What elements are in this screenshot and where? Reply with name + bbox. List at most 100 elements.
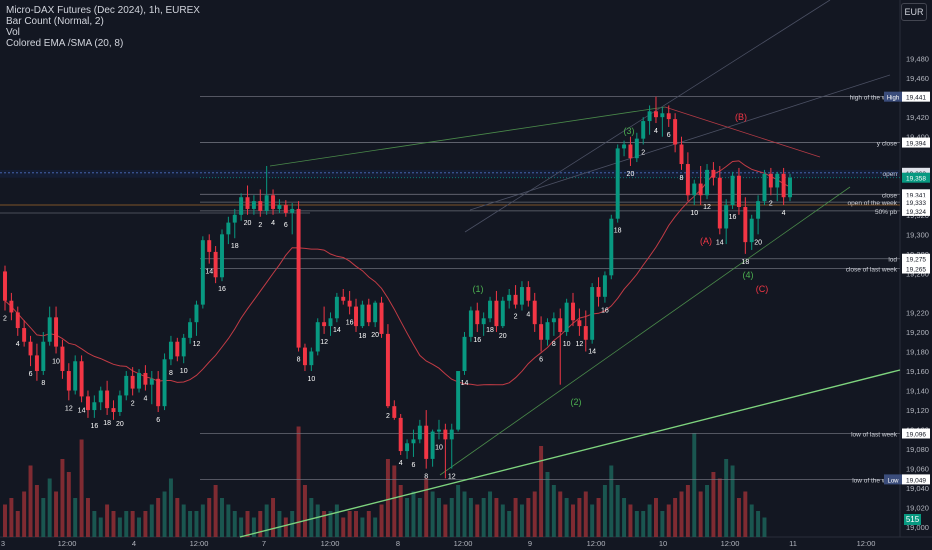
bar-count-label: 12 bbox=[320, 339, 328, 346]
volume-bar bbox=[60, 459, 65, 537]
volume-bar bbox=[500, 504, 505, 537]
y-tick-label: 19,180 bbox=[906, 347, 929, 356]
candle-body bbox=[156, 378, 161, 407]
currency-button[interactable]: EUR bbox=[901, 3, 927, 21]
level-value-label: 19,275 bbox=[906, 257, 926, 264]
bar-count-label: 18 bbox=[358, 333, 366, 340]
candle-body bbox=[124, 375, 129, 396]
volume-bar bbox=[334, 504, 339, 537]
volume-bar bbox=[462, 491, 467, 537]
bar-count-label: 16 bbox=[473, 337, 481, 344]
volume-bar bbox=[194, 511, 199, 537]
candle-body bbox=[577, 320, 582, 327]
volume-bar bbox=[673, 498, 678, 537]
volume-bar bbox=[564, 498, 569, 537]
bar-count-label: 6 bbox=[412, 462, 416, 469]
level-label: open of the week bbox=[847, 200, 897, 207]
candle-body bbox=[392, 406, 397, 418]
volume-bar bbox=[577, 498, 582, 537]
level-value-label: 19,333 bbox=[906, 200, 926, 207]
candle-body bbox=[290, 208, 295, 213]
candle-body bbox=[462, 336, 467, 372]
candle-body bbox=[513, 294, 518, 305]
bar-count-label: 2 bbox=[386, 413, 390, 420]
volume-bar bbox=[456, 485, 461, 537]
candle-body bbox=[488, 300, 493, 319]
bar-count-label: 8 bbox=[552, 341, 556, 348]
candle-body bbox=[532, 300, 537, 325]
volume-bar bbox=[66, 472, 71, 537]
candle-body bbox=[264, 195, 269, 211]
volume-bar bbox=[679, 491, 684, 537]
bar-count-label: 12 bbox=[448, 474, 456, 481]
candle-body bbox=[558, 318, 563, 332]
candle-body bbox=[47, 317, 52, 342]
volume-bar bbox=[481, 498, 486, 537]
indicator-bar-count[interactable]: Bar Count (Normal, 2) bbox=[6, 16, 104, 27]
candle-body bbox=[85, 396, 90, 411]
volume-bar bbox=[430, 491, 435, 537]
bar-count-label: 2 bbox=[258, 222, 262, 229]
candle-body bbox=[641, 121, 646, 139]
level-value-badge bbox=[902, 189, 930, 200]
level-value-badge bbox=[902, 205, 930, 216]
candle-body bbox=[679, 144, 684, 165]
bar-count-label: 12 bbox=[575, 341, 583, 348]
volume-bar bbox=[756, 511, 761, 537]
volume-bar bbox=[328, 511, 333, 537]
volume-bar bbox=[200, 504, 205, 537]
candle-body bbox=[494, 300, 499, 327]
x-tick-label: 12:00 bbox=[857, 539, 876, 548]
y-tick-label: 19,020 bbox=[906, 504, 929, 513]
candle-body bbox=[615, 148, 620, 219]
volume-bar bbox=[685, 485, 690, 537]
candle-body bbox=[449, 429, 454, 440]
x-tick-label: 7 bbox=[262, 539, 266, 548]
level-label: 50% pb bbox=[875, 209, 897, 216]
bar-count-label: 20 bbox=[371, 332, 379, 339]
level-value-badge bbox=[902, 172, 930, 183]
candle-body bbox=[277, 205, 282, 209]
candle-body bbox=[162, 359, 167, 407]
volume-bar bbox=[602, 485, 607, 537]
candle-body bbox=[736, 175, 741, 207]
volume-bar bbox=[609, 465, 614, 537]
volume-bar bbox=[73, 498, 78, 537]
bar-count-label: 2 bbox=[3, 315, 7, 322]
candle-body bbox=[130, 375, 135, 389]
wave-label: (1) bbox=[473, 284, 484, 294]
volume-bar bbox=[749, 504, 754, 537]
y-tick-label: 19,120 bbox=[906, 406, 929, 415]
volume-bar bbox=[711, 472, 716, 537]
bar-count-label: 4 bbox=[654, 128, 658, 135]
bar-count-label: 4 bbox=[782, 210, 786, 217]
level-value-badge bbox=[902, 263, 930, 274]
candle-body bbox=[634, 138, 639, 159]
volume-bar bbox=[424, 478, 429, 537]
bar-count-label: 6 bbox=[667, 132, 671, 139]
candle-body bbox=[207, 240, 212, 252]
bar-count-label: 14 bbox=[716, 239, 724, 246]
level-value-label: 19,324 bbox=[906, 209, 926, 216]
candle-body bbox=[175, 341, 180, 357]
volume-bar bbox=[405, 498, 410, 537]
x-tick-label: 10 bbox=[659, 539, 667, 548]
candle-body bbox=[117, 395, 122, 413]
bar-count-label: 14 bbox=[588, 349, 596, 356]
indicator-ema-sma[interactable]: Colored EMA /SMA (20, 8) bbox=[6, 38, 124, 49]
volume-bar bbox=[590, 504, 595, 537]
indicator-volume[interactable]: Vol bbox=[6, 27, 20, 38]
symbol-title[interactable]: Micro-DAX Futures (Dec 2024), 1h, EUREX bbox=[6, 5, 200, 16]
volume-bar bbox=[743, 491, 748, 537]
candle-body bbox=[258, 201, 263, 211]
ema-line bbox=[4, 160, 791, 386]
candle-body bbox=[768, 173, 773, 188]
candle-body bbox=[334, 296, 339, 319]
volume-bar bbox=[3, 504, 7, 537]
level-label: lod bbox=[888, 257, 897, 264]
x-tick-label: 8 bbox=[396, 539, 400, 548]
bar-count-label: 16 bbox=[218, 286, 226, 293]
bar-count-label: 2 bbox=[514, 314, 518, 321]
y-tick-label: 19,080 bbox=[906, 445, 929, 454]
